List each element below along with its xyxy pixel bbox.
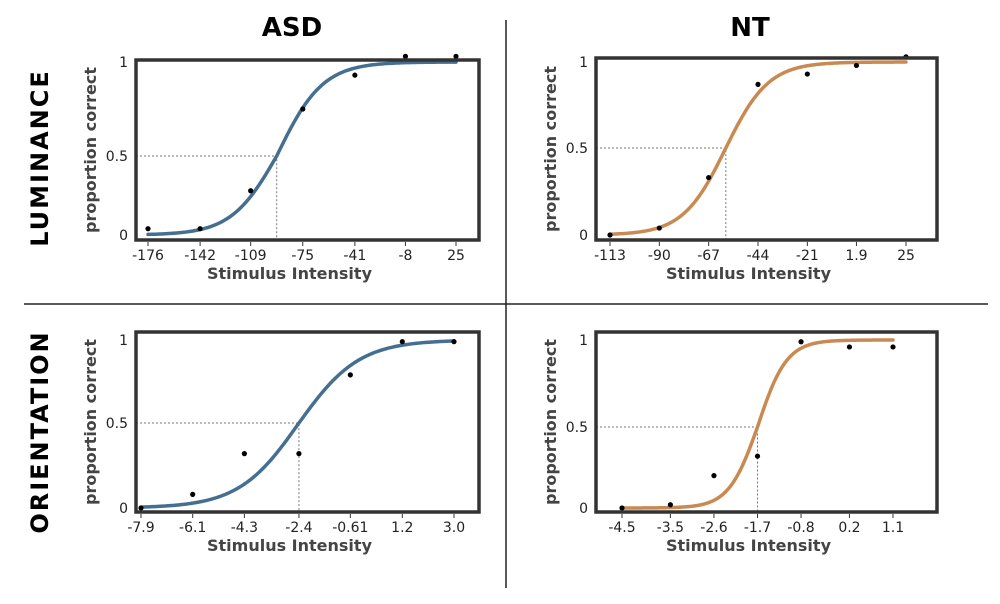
x-tick-label: -0.8 bbox=[787, 520, 814, 536]
x-tick-label: -142 bbox=[184, 248, 216, 264]
x-tick-label: -176 bbox=[132, 248, 164, 264]
data-point bbox=[352, 72, 358, 78]
y-tick-label: 1 bbox=[119, 333, 128, 349]
x-tick-label: -6.1 bbox=[179, 520, 206, 536]
panel-nt-luminance: 0 0.5 1 -113 -90 -67 -44 -21 1.9 25 Stimulus Inten… bbox=[541, 54, 939, 283]
x-tick-label: 1.2 bbox=[391, 520, 413, 536]
data-point bbox=[619, 505, 625, 511]
fit-curve bbox=[139, 339, 456, 509]
plot-frame bbox=[134, 330, 481, 514]
fit-curve bbox=[608, 60, 908, 236]
x-tick-label: -7.9 bbox=[127, 520, 154, 536]
plot-frame bbox=[594, 56, 939, 242]
panel-nt-orientation: 0 0.5 1 -4.5 -3.5 -2.6 -1.7 -0.8 0.2 1.1 Stimulus … bbox=[541, 330, 939, 555]
data-point bbox=[755, 81, 761, 87]
x-tick-label: 25 bbox=[447, 248, 465, 264]
y-axis-label: proportion correct bbox=[541, 339, 560, 505]
panel-asd-orientation: 0 0.5 1 -7.9 -6.1 -4.3 -2.4 -0.61 1.2 3.0 Stimulus… bbox=[81, 330, 481, 555]
y-tick-label: 0.5 bbox=[566, 420, 588, 436]
fit-curve bbox=[620, 338, 895, 510]
threshold-guide bbox=[596, 426, 758, 512]
x-tick-label: -90 bbox=[648, 248, 671, 264]
data-point bbox=[296, 451, 302, 457]
y-tick-label: 1 bbox=[579, 333, 588, 349]
x-axis-label: Stimulus Intensity bbox=[207, 536, 373, 555]
plot-frame bbox=[594, 330, 939, 514]
y-axis-label: proportion correct bbox=[81, 339, 100, 505]
data-point bbox=[451, 339, 457, 345]
column-title-nt: NT bbox=[730, 13, 770, 43]
data-point bbox=[667, 502, 673, 508]
x-tick-label: -2.4 bbox=[285, 520, 312, 536]
x-tick-label: -1.7 bbox=[744, 520, 771, 536]
x-tick-label: 1.9 bbox=[845, 248, 867, 264]
y-tick-label: 0 bbox=[579, 228, 588, 244]
y-tick-label: 0 bbox=[579, 501, 588, 517]
data-point bbox=[241, 451, 247, 457]
x-tick-label: -113 bbox=[594, 248, 626, 264]
x-tick-label: -8 bbox=[398, 248, 412, 264]
x-tick-label: -75 bbox=[291, 248, 314, 264]
y-tick-label: 0.5 bbox=[566, 141, 588, 157]
data-point bbox=[197, 226, 203, 232]
row-title-orientation: ORIENTATION bbox=[26, 330, 54, 533]
data-point bbox=[190, 491, 196, 497]
y-tick-label: 0 bbox=[119, 228, 128, 244]
column-title-asd: ASD bbox=[262, 13, 322, 43]
data-point bbox=[145, 226, 151, 232]
data-point bbox=[853, 62, 860, 69]
fit-curve bbox=[146, 60, 458, 237]
data-point bbox=[890, 344, 896, 350]
row-title-luminance: LUMINANCE bbox=[26, 69, 54, 247]
x-tick-label: -3.5 bbox=[657, 520, 684, 536]
x-tick-label: 0.2 bbox=[838, 520, 860, 536]
x-tick-label: -2.6 bbox=[700, 520, 727, 536]
x-tick-label: -0.61 bbox=[332, 520, 368, 536]
data-point bbox=[656, 225, 662, 231]
x-axis-label: Stimulus Intensity bbox=[666, 536, 832, 555]
x-tick-label: -109 bbox=[235, 248, 267, 264]
y-tick-label: 0.5 bbox=[106, 416, 128, 432]
y-tick-label: 0 bbox=[119, 501, 128, 517]
x-axis-label: Stimulus Intensity bbox=[207, 264, 373, 283]
x-tick-label: -4.3 bbox=[231, 520, 258, 536]
data-point bbox=[300, 106, 306, 112]
y-tick-label: 1 bbox=[579, 55, 588, 71]
data-point bbox=[798, 339, 804, 345]
x-tick-label: -67 bbox=[697, 248, 720, 264]
data-point bbox=[711, 473, 717, 479]
x-tick-label: -44 bbox=[747, 248, 770, 264]
data-point bbox=[402, 53, 409, 59]
data-point bbox=[399, 339, 405, 345]
y-axis-label: proportion correct bbox=[81, 67, 100, 233]
x-tick-label: 25 bbox=[897, 248, 915, 264]
x-tick-label: 1.1 bbox=[882, 520, 904, 536]
y-tick-label: 0.5 bbox=[106, 149, 128, 165]
data-point bbox=[248, 188, 254, 194]
y-tick-label: 1 bbox=[119, 55, 128, 71]
panel-asd-luminance: 0 0.5 1 -176 -142 -109 -75 -41 -8 25 Stimulus Inte… bbox=[81, 53, 481, 283]
y-axis-label: proportion correct bbox=[541, 66, 560, 232]
x-axis-label: Stimulus Intensity bbox=[666, 264, 832, 283]
plot-frame bbox=[134, 58, 481, 242]
data-point bbox=[607, 232, 613, 238]
x-tick-label: -41 bbox=[343, 248, 366, 264]
data-point bbox=[453, 53, 459, 59]
x-tick-label: -21 bbox=[796, 248, 819, 264]
data-point bbox=[846, 344, 853, 350]
data-point bbox=[706, 174, 712, 181]
data-point bbox=[754, 453, 761, 459]
x-tick-label: -4.5 bbox=[608, 520, 635, 536]
data-point bbox=[347, 372, 353, 378]
data-point bbox=[138, 505, 144, 511]
x-tick-label: 3.0 bbox=[443, 520, 465, 536]
data-point bbox=[804, 71, 810, 77]
